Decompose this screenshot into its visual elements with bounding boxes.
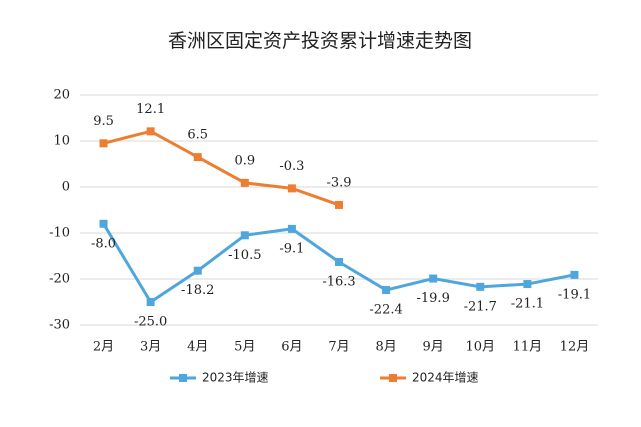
value-label: 9.5 xyxy=(93,114,114,129)
marker xyxy=(429,274,438,283)
value-label: -8.0 xyxy=(91,236,116,251)
value-label: -22.4 xyxy=(369,303,402,318)
value-label: 0.9 xyxy=(234,153,255,168)
marker xyxy=(287,184,296,193)
marker xyxy=(146,298,155,306)
legend-marker xyxy=(179,374,187,382)
value-label: -25.0 xyxy=(134,315,167,330)
marker xyxy=(335,200,343,209)
y-tick-label: 0 xyxy=(62,180,70,195)
marker xyxy=(523,280,532,289)
x-tick-label: 5月 xyxy=(234,340,255,355)
marker xyxy=(193,266,202,275)
y-tick-label: -10 xyxy=(49,226,70,241)
value-label: -21.7 xyxy=(464,299,497,314)
x-tick-label: 12月 xyxy=(560,340,590,355)
value-label: 12.1 xyxy=(136,102,165,117)
marker xyxy=(570,270,579,279)
series-line xyxy=(103,129,340,207)
legend-marker xyxy=(389,374,397,382)
value-label: -19.1 xyxy=(558,287,591,302)
marker xyxy=(382,286,391,295)
x-tick-label: 3月 xyxy=(140,340,161,355)
y-tick-label: -30 xyxy=(49,318,70,333)
marker xyxy=(99,139,108,148)
x-tick-label: 6月 xyxy=(281,340,302,355)
legend-label: 2024年增速 xyxy=(412,371,479,385)
x-tick-label: 8月 xyxy=(375,340,396,355)
marker xyxy=(287,224,296,233)
marker xyxy=(193,153,202,162)
marker xyxy=(240,231,249,240)
value-label: -0.3 xyxy=(279,159,304,174)
y-tick-label: 10 xyxy=(53,134,70,149)
value-label: -9.1 xyxy=(279,241,304,256)
x-tick-label: 9月 xyxy=(423,340,444,355)
value-label: -10.5 xyxy=(228,248,261,263)
y-tick-label: 20 xyxy=(53,88,70,103)
value-label: -3.9 xyxy=(326,175,351,190)
x-tick-label: 4月 xyxy=(187,340,208,355)
x-tick-label: 2月 xyxy=(93,340,114,355)
x-tick-label: 10月 xyxy=(465,340,495,355)
x-tick-label: 7月 xyxy=(328,340,349,355)
value-label: -18.2 xyxy=(181,283,214,298)
value-label: -19.9 xyxy=(417,291,450,306)
marker xyxy=(240,178,249,187)
marker xyxy=(146,127,155,136)
value-label: -16.3 xyxy=(322,274,355,289)
chart-title: 香洲区固定资产投资累计增速走势图 xyxy=(168,30,472,52)
x-tick-label: 11月 xyxy=(513,340,543,355)
marker xyxy=(335,257,343,266)
marker xyxy=(99,219,108,228)
marker xyxy=(476,282,485,291)
value-label: 6.5 xyxy=(187,128,208,143)
y-tick-label: -20 xyxy=(49,272,70,287)
legend-label: 2023年增速 xyxy=(202,371,269,385)
value-label: -21.1 xyxy=(511,297,544,312)
